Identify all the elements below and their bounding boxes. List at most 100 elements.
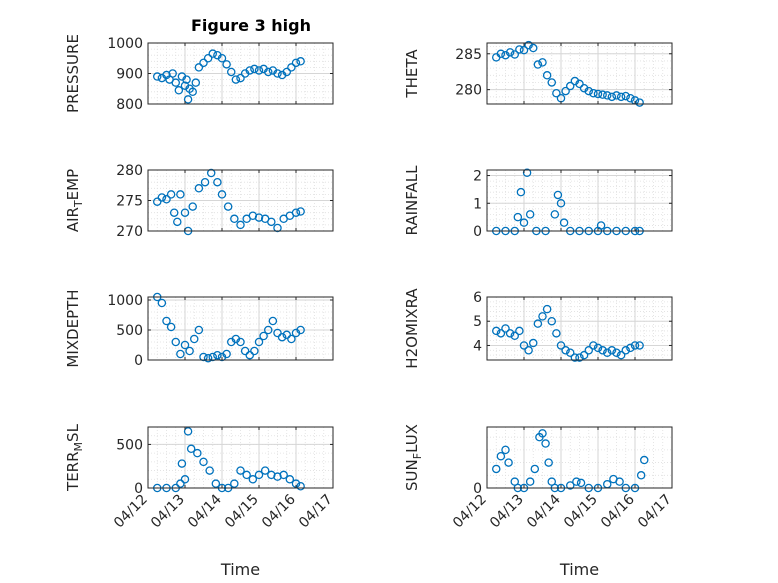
data-point bbox=[177, 459, 187, 468]
data-point bbox=[263, 325, 273, 335]
data-point bbox=[213, 177, 222, 187]
data-point bbox=[285, 475, 295, 484]
y-axis-label: AIRTEMP bbox=[64, 169, 85, 232]
data-point bbox=[157, 298, 167, 308]
data-point bbox=[267, 217, 276, 227]
data-point bbox=[519, 218, 529, 227]
data-point bbox=[566, 81, 575, 91]
data-point bbox=[533, 60, 543, 69]
data-point bbox=[556, 341, 566, 350]
data-point bbox=[547, 78, 557, 87]
data-point bbox=[176, 479, 185, 488]
data-point bbox=[626, 94, 635, 103]
data-point bbox=[254, 470, 264, 480]
data-point bbox=[245, 350, 254, 360]
data-point bbox=[194, 184, 204, 193]
y-tick-label: 0 bbox=[134, 353, 143, 369]
data-point bbox=[538, 429, 547, 438]
data-point bbox=[542, 71, 552, 80]
data-point bbox=[505, 48, 515, 57]
data-point bbox=[208, 49, 217, 58]
data-point bbox=[626, 343, 635, 353]
data-point bbox=[496, 49, 506, 59]
data-point bbox=[553, 190, 563, 200]
data-point bbox=[552, 329, 561, 338]
data-point bbox=[615, 477, 624, 486]
data-point bbox=[162, 195, 171, 204]
data-point bbox=[189, 334, 199, 344]
data-point bbox=[205, 466, 214, 475]
y-tick-label: 6 bbox=[473, 290, 482, 306]
data-point bbox=[616, 350, 626, 360]
y-tick-label: 280 bbox=[455, 83, 482, 99]
data-point bbox=[188, 87, 197, 97]
data-point bbox=[152, 197, 162, 206]
axes-box bbox=[147, 296, 334, 361]
data-point bbox=[504, 458, 513, 467]
data-point bbox=[203, 353, 213, 363]
data-point bbox=[612, 348, 621, 357]
data-point bbox=[173, 217, 182, 227]
y-axis-label: H2OMIXRA bbox=[403, 288, 421, 369]
data-point bbox=[635, 98, 644, 107]
y-tick-label: 280 bbox=[116, 163, 143, 179]
data-point bbox=[273, 69, 282, 78]
y-tick-label: 0 bbox=[473, 224, 482, 240]
data-point bbox=[589, 88, 598, 98]
data-point bbox=[213, 350, 222, 360]
data-point bbox=[525, 477, 535, 486]
data-point bbox=[236, 220, 245, 230]
y-axis-label: SUNFLUX bbox=[403, 424, 424, 491]
subplot-5: 0 500 1000 MIXDEPTH bbox=[64, 289, 334, 369]
data-point bbox=[584, 86, 594, 96]
data-point bbox=[559, 218, 569, 227]
data-point bbox=[616, 92, 626, 102]
axes-box bbox=[486, 426, 673, 489]
data-point bbox=[193, 448, 202, 458]
data-point bbox=[576, 478, 586, 488]
data-point bbox=[584, 346, 594, 355]
data-point bbox=[501, 445, 510, 455]
data-point bbox=[171, 337, 180, 347]
data-point bbox=[222, 60, 231, 69]
data-point bbox=[282, 67, 291, 77]
data-point bbox=[273, 328, 282, 338]
data-point bbox=[211, 479, 221, 488]
data-point bbox=[589, 341, 598, 350]
y-tick-label: 0 bbox=[473, 481, 482, 497]
data-point bbox=[296, 207, 305, 216]
data-point bbox=[222, 349, 231, 359]
data-point bbox=[277, 332, 287, 342]
x-axis-label: Time bbox=[559, 560, 599, 579]
data-point bbox=[612, 91, 621, 100]
data-point bbox=[157, 193, 167, 202]
data-point bbox=[231, 75, 241, 84]
data-point bbox=[598, 90, 607, 99]
data-point bbox=[226, 67, 236, 77]
y-tick-label: 4 bbox=[473, 338, 482, 354]
data-point bbox=[635, 341, 644, 350]
y-tick-label: 0 bbox=[134, 481, 143, 497]
data-point bbox=[522, 168, 532, 178]
subplot-4: 0 1 2 RAINFALL bbox=[403, 165, 673, 240]
data-point bbox=[186, 444, 196, 454]
y-axis-label: THETA bbox=[403, 49, 421, 99]
x-axis-label: Time bbox=[220, 560, 260, 579]
data-point bbox=[183, 95, 193, 104]
data-point bbox=[541, 439, 550, 448]
data-point bbox=[174, 86, 184, 95]
data-point bbox=[260, 466, 270, 475]
data-point bbox=[556, 199, 566, 208]
data-point bbox=[640, 455, 649, 465]
data-point bbox=[621, 346, 631, 355]
data-point bbox=[166, 190, 176, 199]
data-point bbox=[598, 346, 607, 355]
data-point bbox=[273, 223, 282, 233]
data-point bbox=[530, 464, 540, 474]
data-point bbox=[566, 481, 575, 490]
data-point bbox=[162, 316, 171, 326]
data-point bbox=[199, 352, 208, 362]
data-point bbox=[194, 63, 204, 72]
data-point bbox=[570, 353, 580, 362]
data-point bbox=[575, 353, 584, 362]
